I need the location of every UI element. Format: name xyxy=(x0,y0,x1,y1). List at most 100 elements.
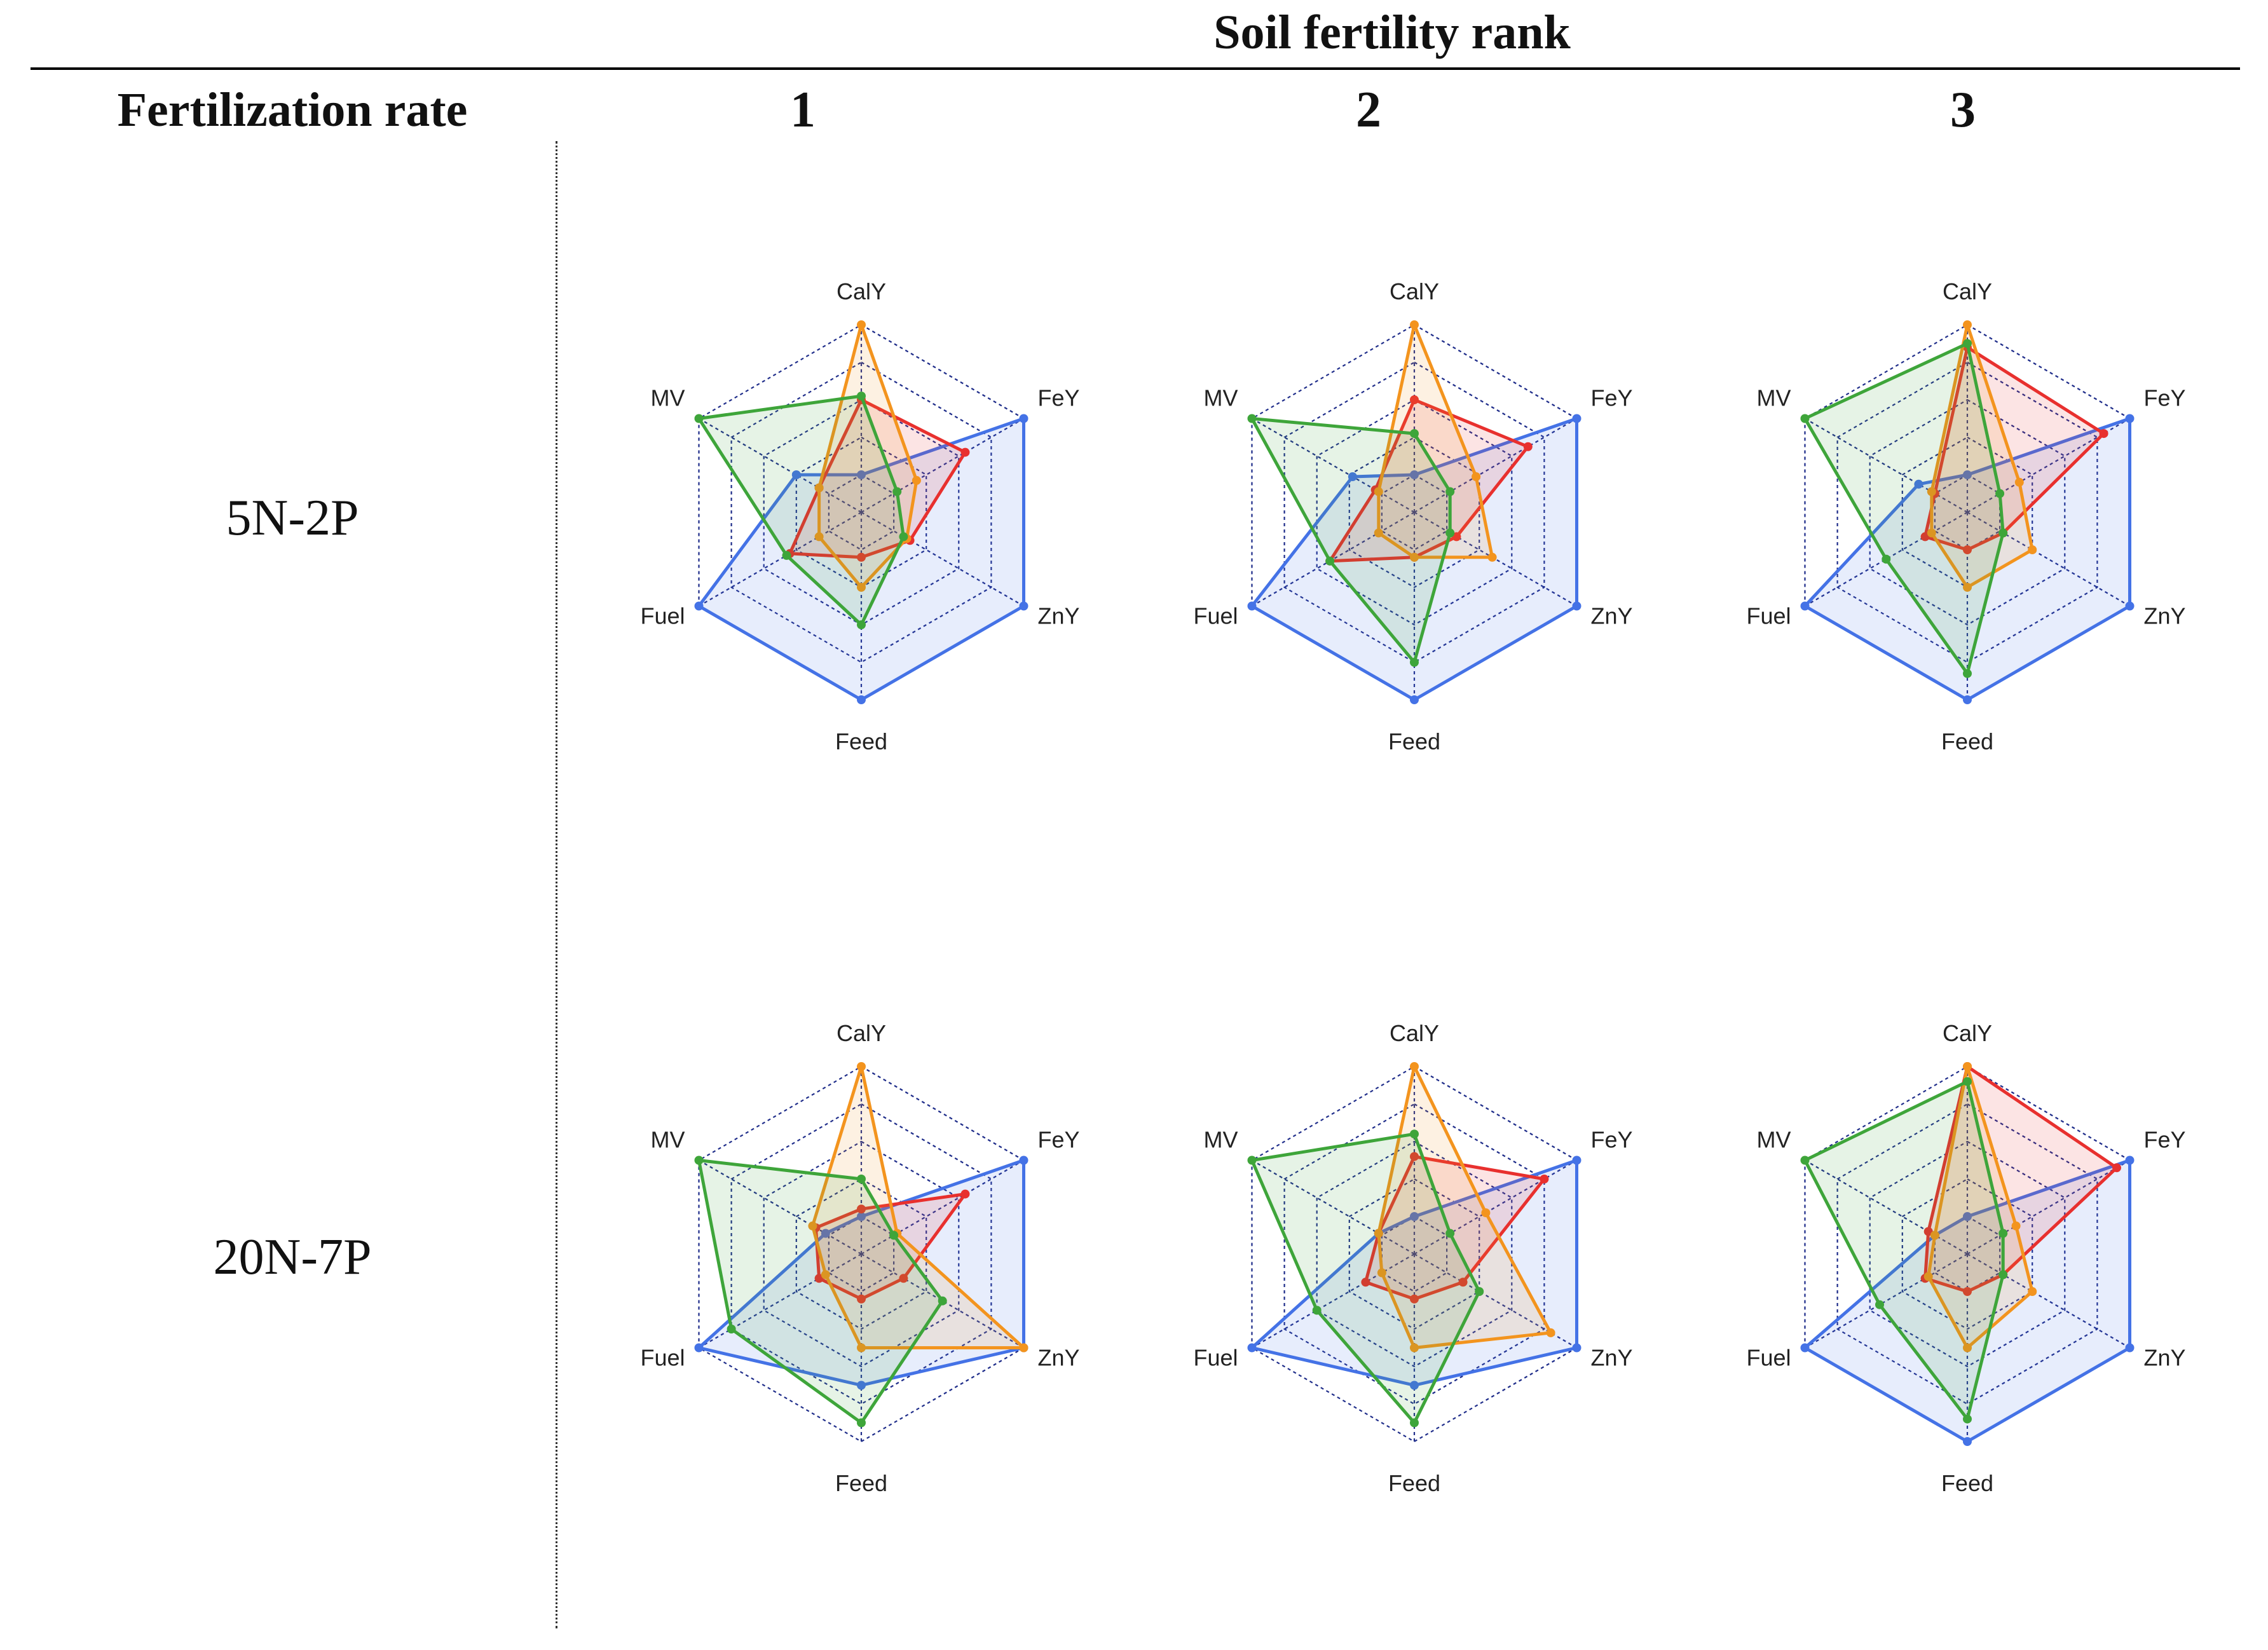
axis-label-fuel: Fuel xyxy=(1193,603,1238,629)
series-orange-point xyxy=(1410,320,1419,329)
series-orange-point xyxy=(1481,1208,1491,1218)
axis-label-feed: Feed xyxy=(1388,728,1440,754)
axis-label-zny: ZnY xyxy=(1591,603,1633,629)
series-blue-point xyxy=(2125,1343,2135,1353)
series-red-point xyxy=(960,447,970,457)
axis-label-mv: MV xyxy=(651,1127,685,1153)
axis-label-mv: MV xyxy=(1204,385,1238,411)
series-orange-point xyxy=(1377,1268,1386,1278)
series-blue-point xyxy=(1572,1156,1581,1165)
axis-label-zny: ZnY xyxy=(1591,1345,1633,1371)
grid-ring xyxy=(1348,1178,1480,1330)
series-orange-point xyxy=(857,320,866,329)
grid-ring xyxy=(1283,1103,1545,1405)
axis-label-zny: ZnY xyxy=(2144,603,2186,629)
grid-ring xyxy=(1869,1140,2066,1368)
series-orange-point xyxy=(1374,528,1383,538)
axis-label-fuel: Fuel xyxy=(640,1345,685,1371)
grid-ring xyxy=(1316,1140,1513,1368)
radar-chart-3: CalY FeY ZnY Feed Fuel MV xyxy=(1746,278,2185,754)
rank-2-header: 2 xyxy=(1356,82,1381,138)
series-red-point xyxy=(1540,1175,1549,1183)
series-red-point xyxy=(1410,1294,1419,1304)
series-green-point xyxy=(1963,339,1972,348)
column-separator xyxy=(556,141,557,1628)
series-green-point xyxy=(1963,1414,1972,1424)
series-red-point xyxy=(1410,395,1419,404)
axis-label-mv: MV xyxy=(1757,1127,1791,1153)
series-orange-point xyxy=(1963,583,1972,592)
series-orange-point xyxy=(1963,1343,1972,1353)
axis-label-caly: CalY xyxy=(1943,1020,1992,1046)
series-green-point xyxy=(727,1325,736,1333)
series-orange-point xyxy=(2028,545,2037,554)
soil-fertility-rank-header: Soil fertility rank xyxy=(1213,6,1571,59)
series-green-point xyxy=(1963,669,1972,678)
radar-chart-6: CalY FeY ZnY Feed Fuel MV xyxy=(1746,1020,2185,1496)
series-blue-point xyxy=(1019,1156,1028,1165)
axis-label-feed: Feed xyxy=(835,1470,887,1496)
series-blue-point xyxy=(2125,601,2135,611)
series-red-point xyxy=(1963,545,1972,554)
grid-ring xyxy=(1316,399,1513,626)
series-blue-point xyxy=(1963,1212,1972,1221)
axis-label-fuel: Fuel xyxy=(640,603,685,629)
axis-label-fey: FeY xyxy=(1038,385,1080,411)
series-green-point xyxy=(1475,1287,1484,1296)
series-orange-point xyxy=(1546,1328,1555,1337)
series-orange-point xyxy=(1410,1062,1419,1071)
series-green-point xyxy=(694,1156,704,1165)
series-blue-point xyxy=(1800,1343,1810,1353)
series-orange-point xyxy=(1927,528,1936,538)
series-orange-point xyxy=(1472,472,1481,481)
series-blue-point xyxy=(1410,695,1419,704)
series-green-point xyxy=(857,1418,866,1428)
axis-label-feed: Feed xyxy=(1941,728,1993,754)
series-green-point xyxy=(889,1231,899,1240)
axis-label-fuel: Fuel xyxy=(1193,1345,1238,1371)
series-orange-point xyxy=(1927,487,1936,496)
axis-label-fey: FeY xyxy=(2144,385,2186,411)
series-orange-point xyxy=(1374,487,1383,496)
radar-chart-5: CalY FeY ZnY Feed Fuel MV xyxy=(1193,1020,1632,1496)
series-blue-point xyxy=(821,1229,830,1238)
radar-chart-1: CalY FeY ZnY Feed Fuel MV xyxy=(640,278,1079,754)
series-orange-point xyxy=(808,1221,817,1231)
axis-label-fey: FeY xyxy=(2144,1127,2186,1153)
series-red-point xyxy=(1361,1278,1370,1287)
series-orange-point xyxy=(1930,1231,1939,1240)
series-green-point xyxy=(1800,414,1810,423)
series-orange-point xyxy=(1410,552,1419,562)
grid-ring xyxy=(730,1103,992,1405)
rank-3-header: 3 xyxy=(1950,82,1976,138)
series-green-point xyxy=(1247,1156,1257,1165)
series-blue-point xyxy=(1247,1343,1257,1353)
radar-chart-2: CalY FeY ZnY Feed Fuel MV xyxy=(1193,278,1632,754)
series-red-point xyxy=(857,1204,866,1214)
series-green-point xyxy=(1875,1300,1884,1309)
axis-label-mv: MV xyxy=(1757,385,1791,411)
series-orange-point xyxy=(1410,1343,1419,1353)
grid-ring xyxy=(1901,1178,2033,1330)
series-orange-point xyxy=(1963,1062,1972,1071)
series-blue-point xyxy=(694,601,704,611)
series-green-point xyxy=(1963,1077,1972,1086)
series-green-point xyxy=(1998,528,2008,538)
grid-ring xyxy=(763,1140,960,1368)
series-blue-point xyxy=(2125,1156,2135,1165)
series-red-point xyxy=(814,1274,824,1283)
series-blue-point xyxy=(1800,601,1810,611)
series-red-point xyxy=(2112,1163,2121,1173)
series-green-point xyxy=(782,550,791,560)
grid-ring xyxy=(1283,361,1545,664)
series-orange-point xyxy=(2011,1221,2021,1231)
axis-label-fey: FeY xyxy=(1038,1127,1080,1153)
series-green-point xyxy=(1312,1306,1322,1315)
fertilization-rate-header: Fertilization rate xyxy=(117,83,468,137)
series-blue-point xyxy=(694,1343,704,1353)
series-green-point xyxy=(1998,1270,2008,1279)
grid-ring xyxy=(730,361,992,664)
series-red-point xyxy=(857,552,866,562)
series-green-point xyxy=(1882,554,1891,564)
series-green-point xyxy=(1410,429,1419,439)
